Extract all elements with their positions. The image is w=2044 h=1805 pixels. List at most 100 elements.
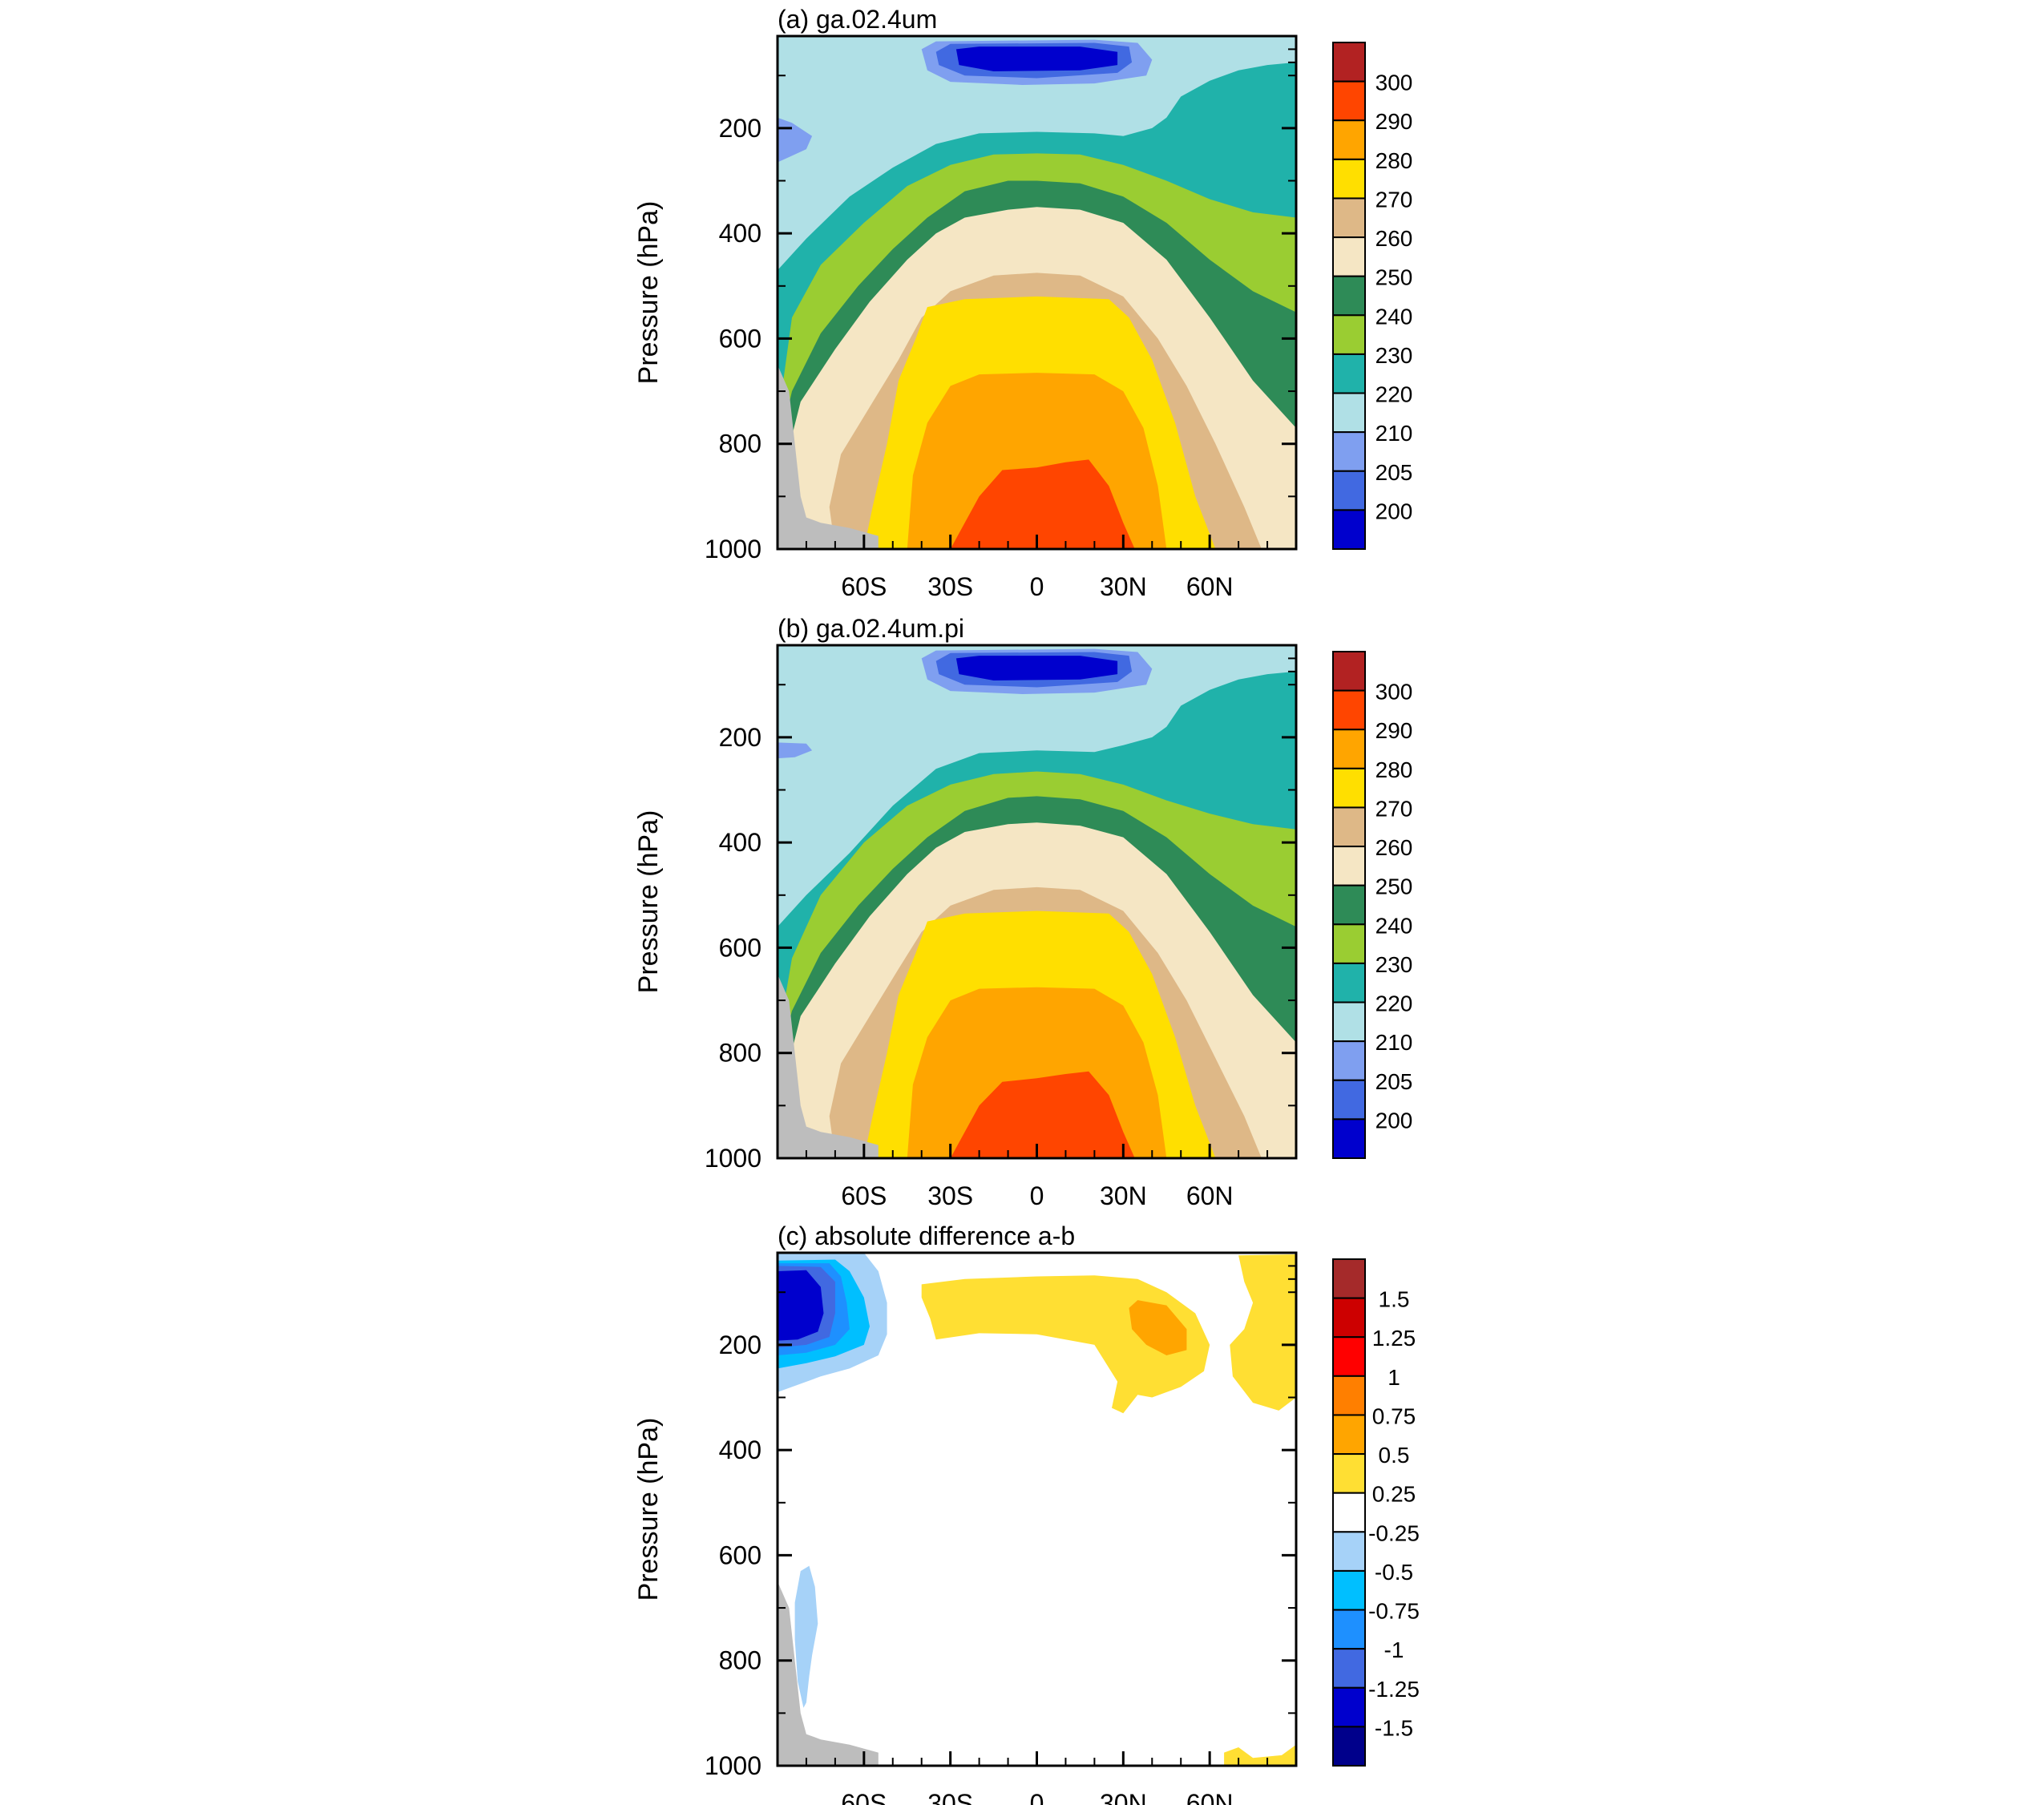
y-tick-label: 400	[719, 219, 761, 248]
colorbar-swatch	[1332, 729, 1366, 769]
colorbar-swatch	[1332, 884, 1366, 926]
colorbar-swatch	[1332, 806, 1366, 848]
colorbar-label: -0.5	[1375, 1560, 1413, 1585]
colorbar-swatch	[1332, 1609, 1366, 1650]
colorbar-swatch	[1332, 314, 1366, 355]
colorbar-label: 250	[1375, 874, 1413, 899]
colorbar-swatch	[1332, 962, 1366, 1003]
colorbar-swatch	[1332, 1040, 1366, 1081]
land-mask	[778, 365, 879, 549]
y-tick-label: 200	[719, 1331, 761, 1359]
colorbar-label: 1	[1388, 1365, 1400, 1390]
x-tick-label: 0	[1030, 572, 1044, 601]
colorbar-swatch	[1332, 1258, 1366, 1299]
x-tick-label: 30N	[1100, 572, 1147, 601]
colorbar-swatch	[1332, 80, 1366, 122]
y-tick-label: 600	[719, 324, 761, 353]
y-tick-label: 400	[719, 828, 761, 857]
colorbar-swatch	[1332, 1001, 1366, 1043]
colorbar-label: 220	[1375, 382, 1413, 407]
plot-area	[778, 1253, 1296, 1766]
colorbar-label: 1.5	[1379, 1287, 1410, 1312]
colorbar-label: 290	[1375, 718, 1413, 743]
colorbar-label: 260	[1375, 226, 1413, 251]
colorbar-label: 270	[1375, 796, 1413, 821]
y-tick-label: 1000	[705, 1751, 761, 1780]
colorbar-label: 220	[1375, 991, 1413, 1016]
colorbar-swatch	[1332, 1531, 1366, 1572]
panel-title: (c) absolute difference a-b	[778, 1222, 1075, 1250]
x-tick-label: 60S	[841, 572, 887, 601]
colorbar: 1.5 1.25 1 0.75 0.5 0.25 -0.25 -0.5 -0.75 -1 -1.25…	[1332, 1258, 1420, 1767]
plot-area	[778, 645, 1296, 1158]
x-tick-label: 30S	[927, 1789, 973, 1805]
x-tick-label: 30S	[927, 1181, 973, 1210]
y-tick-label: 600	[719, 933, 761, 962]
colorbar-label: 205	[1375, 460, 1413, 485]
colorbar-swatch	[1332, 1118, 1366, 1160]
colorbar-label: 0.5	[1379, 1443, 1410, 1468]
colorbar-swatch	[1332, 1686, 1366, 1728]
colorbar-label: 250	[1375, 265, 1413, 290]
colorbar-label: 1.25	[1372, 1326, 1416, 1351]
contour-level-0.25b	[1230, 1254, 1296, 1411]
colorbar-swatch	[1332, 275, 1366, 317]
colorbar-label: 290	[1375, 109, 1413, 134]
contour-level-290	[950, 459, 1135, 549]
y-tick-label: 600	[719, 1541, 761, 1569]
colorbar-swatch	[1332, 1297, 1366, 1339]
colorbar-swatch	[1332, 1492, 1366, 1533]
y-tick-label: 800	[719, 1039, 761, 1068]
contour-level--1.25	[778, 1270, 824, 1341]
land-mask	[778, 974, 879, 1158]
x-tick-label: 0	[1030, 1181, 1044, 1210]
colorbar: 300 290 280 270 260 250 240 230 220 210 205 200	[1332, 651, 1413, 1160]
contour-level--0.25w	[794, 1565, 818, 1708]
y-axis-label: Pressure (hPa)	[633, 810, 664, 994]
panel-b: (b) ga.02.4um.pi Pressure (hPa) 200 400 600 8…	[633, 614, 1412, 1210]
colorbar: 300 290 280 270 260 250 240 230 220 210 205 200	[1332, 42, 1413, 551]
colorbar-swatch	[1332, 158, 1366, 200]
contour-level-200	[955, 656, 1118, 680]
colorbar-label: -0.25	[1368, 1520, 1420, 1545]
x-tick-label: 60N	[1186, 1181, 1234, 1210]
colorbar-label: -0.75	[1368, 1599, 1420, 1624]
panel-a: (a) ga.02.4um Pressure (hPa) 200 400 600 800 1…	[633, 5, 1412, 601]
colorbar-label: 280	[1375, 148, 1413, 173]
colorbar-label: 280	[1375, 757, 1413, 782]
contour-level-200	[955, 46, 1118, 71]
colorbar-swatch	[1332, 1726, 1366, 1767]
colorbar-swatch	[1332, 197, 1366, 239]
colorbar-swatch	[1332, 470, 1366, 511]
colorbar-label: 300	[1375, 71, 1413, 95]
x-tick-label: 0	[1030, 1789, 1044, 1805]
colorbar-swatch	[1332, 1414, 1366, 1456]
colorbar-swatch	[1332, 236, 1366, 277]
y-axis-label: Pressure (hPa)	[633, 1418, 664, 1601]
panel-title: (b) ga.02.4um.pi	[778, 614, 964, 643]
y-tick-label: 200	[719, 114, 761, 143]
colorbar-label: 0.75	[1372, 1403, 1416, 1428]
y-tick-label: 400	[719, 1436, 761, 1464]
plot-area	[778, 36, 1296, 549]
y-tick-label: 800	[719, 1646, 761, 1675]
colorbar-label: 300	[1375, 680, 1413, 705]
colorbar-swatch	[1332, 1375, 1366, 1416]
colorbar-label: -1.25	[1368, 1677, 1420, 1702]
y-tick-label: 1000	[705, 535, 761, 563]
contour-level-0.5a	[1129, 1300, 1187, 1355]
colorbar-swatch	[1332, 651, 1366, 692]
colorbar-swatch	[1332, 689, 1366, 731]
contour-level-290	[950, 1071, 1135, 1158]
colorbar-swatch	[1332, 392, 1366, 434]
colorbar-label: 270	[1375, 187, 1413, 212]
colorbar-label: 210	[1375, 1030, 1413, 1055]
colorbar-label: 260	[1375, 835, 1413, 860]
colorbar-label: 205	[1375, 1069, 1413, 1094]
colorbar-swatch	[1332, 1569, 1366, 1611]
colorbar-label: 200	[1375, 499, 1413, 523]
colorbar-label: -1.5	[1375, 1715, 1413, 1740]
colorbar-label: 210	[1375, 421, 1413, 446]
colorbar-swatch	[1332, 923, 1366, 964]
